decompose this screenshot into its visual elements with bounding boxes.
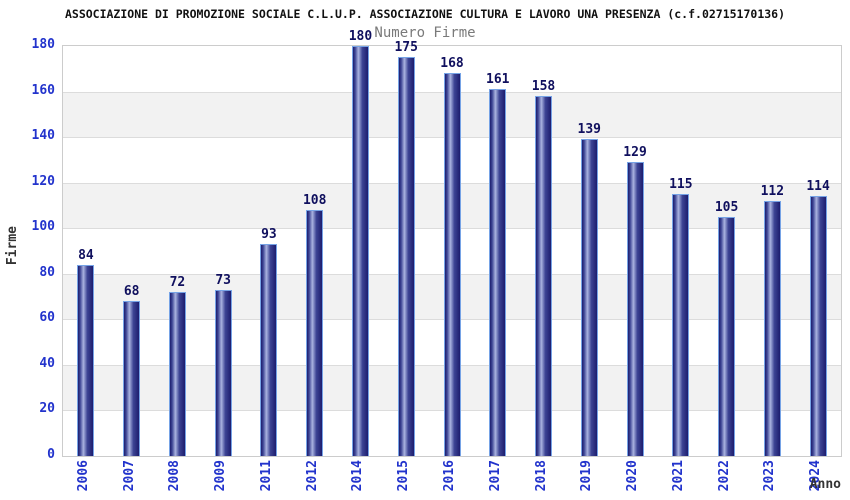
bar-2011	[260, 244, 278, 456]
bar-2009	[214, 289, 232, 456]
bar-value-label: 108	[302, 193, 327, 208]
bar-value-label: 168	[440, 56, 464, 72]
x-tick-label: 2018	[533, 460, 549, 492]
y-tick-label: 120	[31, 173, 55, 189]
bar-2018	[535, 96, 553, 456]
x-tick-label: 2017	[487, 460, 503, 492]
x-tick-label: 2014	[350, 460, 366, 492]
chart-title: ASSOCIAZIONE DI PROMOZIONE SOCIALE C.L.U…	[64, 7, 786, 21]
y-tick-label: 140	[31, 128, 55, 144]
bar-2006	[77, 264, 95, 456]
y-tick-label: 0	[47, 447, 55, 462]
y-tick-label: 160	[31, 82, 55, 98]
bar-value-label: 180	[348, 29, 373, 44]
x-tick-label: 2006	[75, 460, 91, 492]
x-tick-label: 2022	[716, 460, 732, 492]
plot-area: 84 68 72 73 93 108 180 175 168 161 158 139 129 115 105…	[62, 29, 842, 457]
bar-2016	[443, 73, 461, 456]
y-tick-label: 20	[39, 401, 55, 417]
chart-subtitle: Numero Firme	[374, 25, 476, 41]
bar-2020	[626, 162, 644, 456]
x-axis-title: Anno	[809, 477, 841, 492]
y-tick-label: 80	[39, 264, 55, 280]
bar-2021	[672, 194, 690, 456]
bar-value-label: 68	[123, 284, 140, 300]
bar-2023	[763, 200, 781, 456]
x-tick-label: 2011	[258, 460, 274, 492]
bar-value-label: 84	[78, 247, 94, 263]
y-tick-label: 40	[39, 355, 55, 371]
y-tick-label: 180	[31, 37, 55, 52]
bar-2022	[718, 216, 736, 456]
y-tick-label: 100	[31, 219, 55, 235]
bar-2008	[168, 292, 186, 456]
x-tick-label: 2009	[213, 460, 229, 492]
bar-2014	[351, 46, 369, 456]
bar-2019	[580, 139, 598, 456]
bar-value-label: 175	[394, 40, 418, 56]
x-tick-label: 2021	[670, 460, 686, 492]
x-tick-label: 2020	[625, 460, 641, 492]
bar-value-label: 93	[261, 227, 277, 243]
bar-value-label: 114	[806, 179, 830, 195]
bar-value-label: 105	[714, 199, 739, 215]
bar-value-label: 112	[760, 183, 785, 199]
bar-value-label: 73	[215, 272, 231, 288]
bar-2007	[123, 301, 141, 456]
bar-value-label: 161	[486, 72, 510, 88]
x-tick-label: 2007	[121, 460, 137, 492]
bar-2015	[397, 57, 415, 456]
bar-2024	[809, 196, 827, 456]
bar-2017	[489, 89, 507, 456]
bar-2012	[306, 210, 324, 456]
x-tick-label: 2016	[442, 460, 457, 492]
x-tick-label: 2012	[304, 460, 320, 492]
x-tick-label: 2008	[167, 460, 183, 492]
bar-value-label: 129	[623, 145, 647, 161]
x-tick-label: 2015	[396, 460, 412, 492]
bar-value-label: 115	[669, 177, 693, 193]
bar-value-label: 139	[577, 122, 602, 138]
bar-value-label: 72	[169, 275, 186, 290]
x-tick-label: 2019	[579, 460, 595, 492]
x-tick-label: 2023	[762, 460, 778, 492]
y-tick-label: 60	[39, 310, 55, 326]
bar-value-label: 158	[531, 79, 556, 95]
